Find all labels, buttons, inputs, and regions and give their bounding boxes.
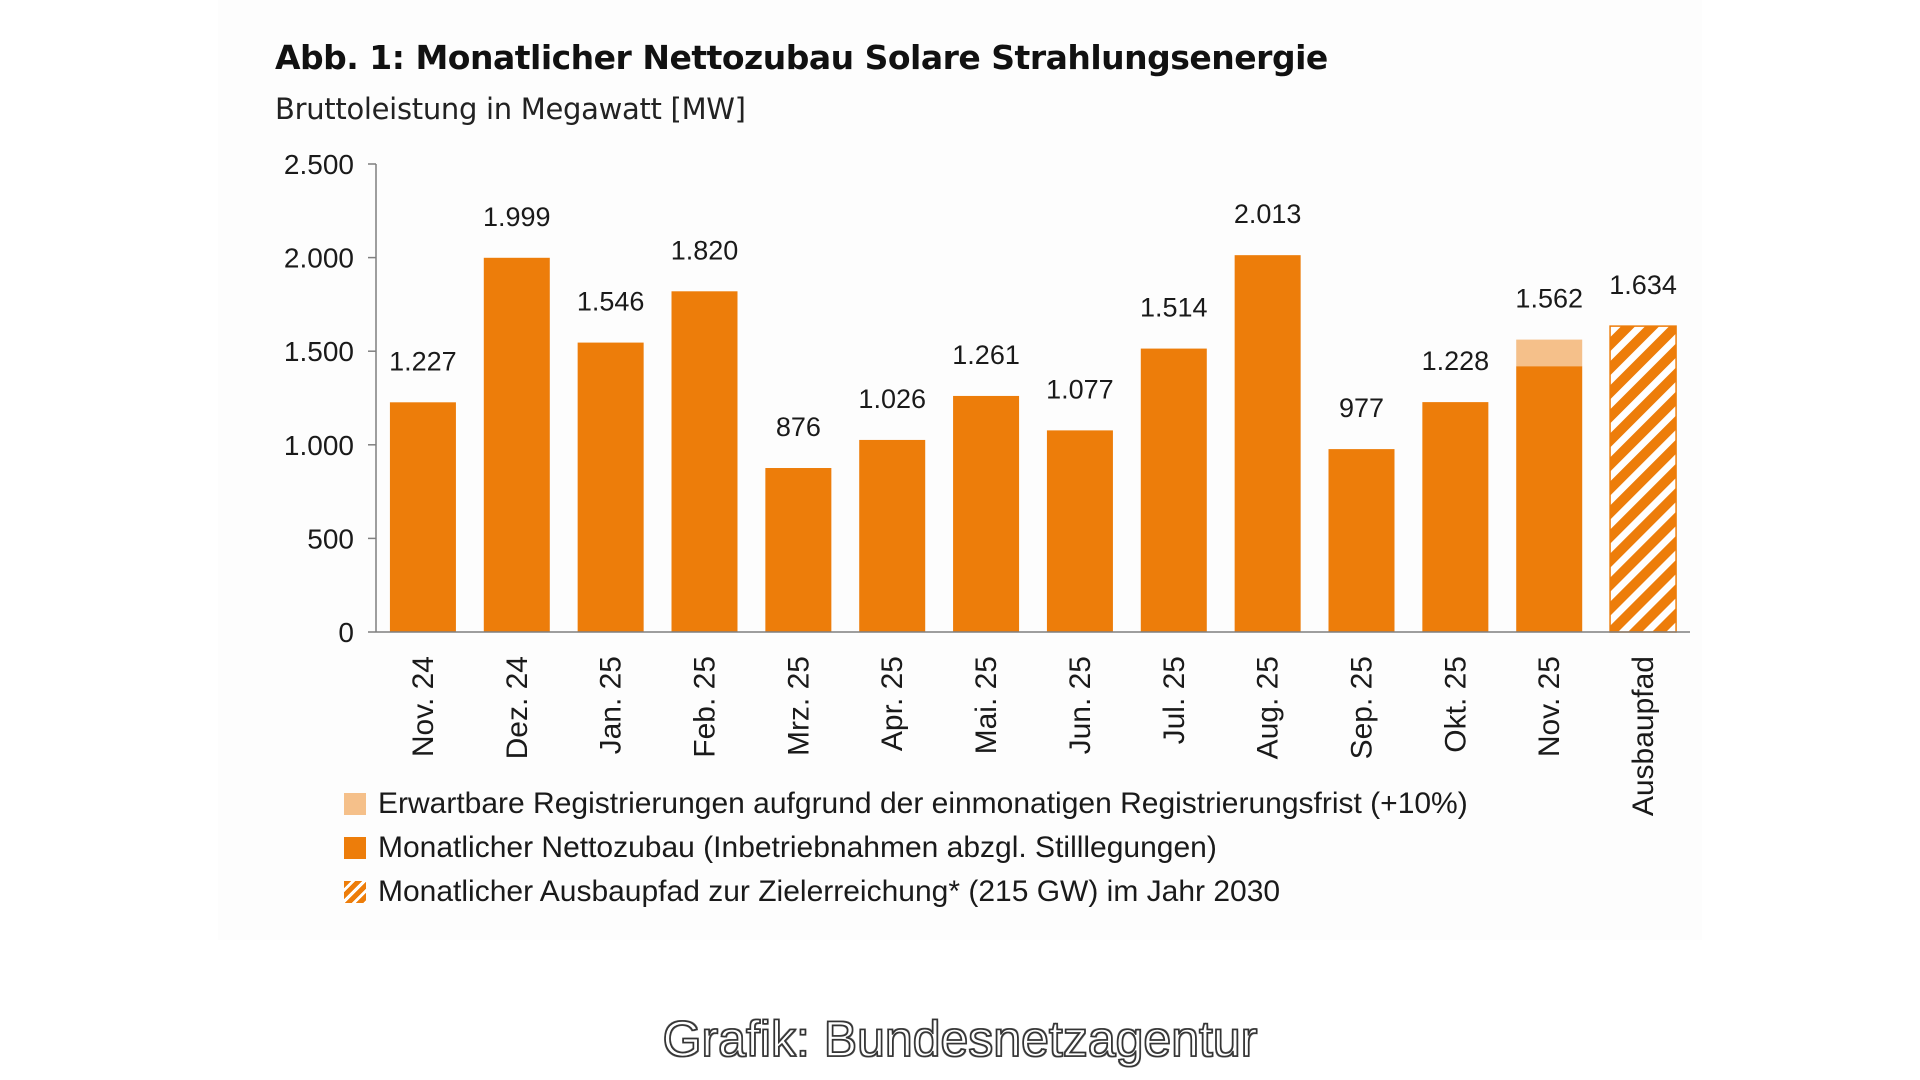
x-tick-label: Feb. 25 [689, 656, 722, 758]
legend-swatch-expected [344, 793, 366, 815]
y-tick-label: 2.000 [284, 243, 354, 274]
image-credit: Grafik: Bundesnetzagentur [662, 1010, 1258, 1068]
bar-nettozubau [671, 291, 738, 632]
data-label: 876 [776, 412, 821, 442]
data-label: 1.077 [1046, 374, 1114, 404]
data-label: 1.546 [577, 287, 645, 317]
y-axis: 0 500 1.000 1.500 2.000 2.500 [284, 149, 377, 648]
legend-label-main: Monatlicher Nettozubau (Inbetriebnahmen … [378, 831, 1217, 864]
bar-nettozubau [1516, 366, 1583, 632]
bar-nettozubau [1046, 430, 1113, 632]
data-label: 1.999 [483, 202, 551, 232]
data-label: 1.026 [858, 384, 926, 414]
data-label: 1.261 [952, 340, 1020, 370]
x-tick-label: Ausbaupfad [1627, 656, 1660, 816]
x-tick-label: Apr. 25 [876, 656, 909, 751]
y-tick-label: 1.000 [284, 430, 354, 461]
data-label: 1.562 [1515, 284, 1583, 314]
legend-swatch-main [344, 837, 366, 859]
chart-title: Abb. 1: Monatlicher Nettozubau Solare St… [275, 38, 1328, 77]
bar-nettozubau [577, 342, 644, 632]
x-tick-label: Sep. 25 [1346, 656, 1379, 759]
x-tick-label: Nov. 24 [407, 656, 440, 757]
data-label: 977 [1339, 393, 1384, 423]
x-tick-label: Mrz. 25 [782, 656, 815, 756]
bar-nettozubau [1422, 402, 1489, 632]
y-tick-label: 500 [307, 523, 354, 554]
x-tick-label: Jul. 25 [1158, 656, 1191, 744]
bar-ausbaupfad [1609, 325, 1677, 633]
data-labels: 1.227 1.999 1.546 1.820 876 1.026 1.261 1.077 1.… [389, 199, 1677, 442]
legend-item-main: Monatlicher Nettozubau (Inbetriebnahmen … [344, 826, 1468, 870]
legend-item-expected: Erwartbare Registrierungen aufgrund der … [344, 782, 1468, 826]
x-tick-label: Aug. 25 [1252, 656, 1285, 759]
bar-nettozubau [483, 257, 550, 632]
legend-label-path: Monatlicher Ausbaupfad zur Zielerreichun… [378, 875, 1281, 908]
data-label: 1.228 [1422, 346, 1490, 376]
y-tick-label: 1.500 [284, 336, 354, 367]
legend-label-expected: Erwartbare Registrierungen aufgrund der … [378, 787, 1468, 820]
y-tick-label: 0 [338, 617, 354, 648]
legend-item-path: Monatlicher Ausbaupfad zur Zielerreichun… [344, 870, 1468, 914]
legend: Erwartbare Registrierungen aufgrund der … [344, 782, 1468, 914]
bar-nettozubau [389, 402, 456, 632]
bar-expected-registrations [1516, 339, 1583, 367]
x-axis: Nov. 24 Dez. 24 Jan. 25 Feb. 25 Mrz. 25 Apr. … [376, 631, 1690, 816]
data-label: 1.514 [1140, 293, 1208, 323]
bar-nettozubau [1234, 255, 1301, 633]
x-tick-label: Dez. 24 [501, 656, 534, 759]
data-label: 2.013 [1234, 199, 1302, 229]
bar-nettozubau [1140, 348, 1207, 632]
y-tick-label: 2.500 [284, 149, 354, 180]
bar-chart: 0 500 1.000 1.500 2.000 2.500 1.227 1.999 1.546… [284, 149, 1690, 816]
data-label: 1.820 [671, 235, 739, 265]
data-label: 1.227 [389, 346, 457, 376]
x-tick-label: Jan. 25 [595, 656, 628, 754]
legend-swatch-path [344, 881, 366, 903]
x-tick-label: Jun. 25 [1064, 656, 1097, 754]
x-tick-label: Okt. 25 [1439, 656, 1472, 753]
bar-nettozubau [953, 395, 1020, 632]
data-label: 1.634 [1609, 270, 1677, 300]
x-tick-label: Nov. 25 [1533, 656, 1566, 757]
bar-nettozubau [859, 439, 926, 632]
bar-nettozubau [765, 468, 832, 632]
bar-nettozubau [1328, 449, 1395, 632]
bars [389, 255, 1677, 633]
chart-subtitle: Bruttoleistung in Megawatt [MW] [275, 92, 746, 126]
x-tick-label: Mai. 25 [970, 656, 1003, 754]
